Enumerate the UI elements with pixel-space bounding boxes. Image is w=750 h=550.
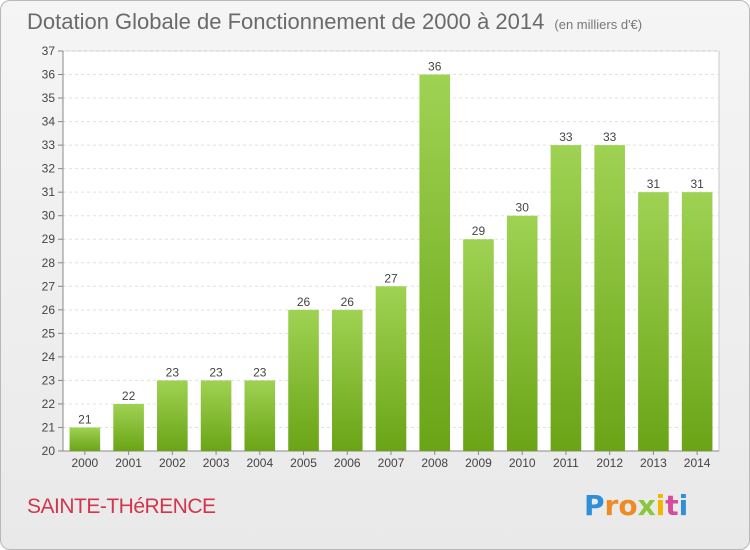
chart-subtitle: (en milliers d'€) — [554, 17, 643, 32]
y-tick-label: 27 — [42, 279, 56, 293]
y-tick-label: 28 — [42, 256, 56, 270]
x-tick-label-2003: 2003 — [203, 456, 230, 470]
x-tick-label-2006: 2006 — [334, 456, 361, 470]
value-label-2004: 23 — [253, 365, 267, 379]
value-label-2003: 23 — [209, 365, 223, 379]
x-tick-label-2012: 2012 — [596, 456, 623, 470]
value-label-2012: 33 — [603, 130, 617, 144]
value-label-2006: 26 — [341, 295, 355, 309]
y-tick-label: 34 — [42, 115, 56, 129]
logo-letter: t — [665, 489, 679, 522]
bar-2008 — [419, 74, 451, 451]
value-label-2002: 23 — [166, 365, 180, 379]
bar-2004 — [244, 380, 276, 451]
value-label-2009: 29 — [472, 224, 486, 238]
value-label-2014: 31 — [690, 177, 704, 191]
logo-letter: o — [618, 489, 638, 522]
value-label-2000: 21 — [78, 412, 92, 426]
bar-2005 — [288, 309, 319, 451]
y-tick-label: 26 — [42, 303, 56, 317]
bar-2012 — [594, 145, 625, 451]
x-tick-label-2010: 2010 — [509, 456, 536, 470]
x-tick-label-2004: 2004 — [246, 456, 273, 470]
y-tick-label: 21 — [42, 420, 56, 434]
y-tick-label: 30 — [42, 209, 56, 223]
value-label-2005: 26 — [297, 295, 311, 309]
bar-2013 — [638, 192, 669, 452]
y-tick-label: 23 — [42, 373, 56, 387]
y-tick-label: 22 — [42, 397, 56, 411]
x-tick-label-2001: 2001 — [115, 456, 142, 470]
logo-letter: P — [584, 489, 605, 522]
chart-title: Dotation Globale de Fonctionnement de 20… — [27, 9, 642, 35]
bar-2001 — [113, 403, 144, 451]
y-tick-label: 32 — [42, 162, 56, 176]
bar-2010 — [506, 215, 538, 451]
y-tick-label: 29 — [42, 232, 56, 246]
x-tick-label-2009: 2009 — [465, 456, 492, 470]
y-tick-label: 36 — [42, 68, 56, 82]
value-label-2010: 30 — [516, 201, 530, 215]
bar-2006 — [331, 309, 363, 451]
x-tick-label-2014: 2014 — [684, 456, 711, 470]
value-label-2013: 31 — [647, 177, 661, 191]
value-label-2011: 33 — [559, 130, 573, 144]
y-tick-label: 24 — [42, 350, 56, 364]
value-label-2008: 36 — [428, 60, 442, 74]
bar-2009 — [463, 239, 494, 451]
y-tick-label: 37 — [42, 44, 56, 58]
logo-letter: i — [655, 489, 666, 522]
x-tick-label-2007: 2007 — [378, 456, 405, 470]
y-tick-label: 33 — [42, 138, 56, 152]
x-tick-label-2013: 2013 — [640, 456, 667, 470]
bar-2003 — [200, 380, 232, 451]
y-tick-label: 25 — [42, 326, 56, 340]
value-label-2007: 27 — [384, 271, 398, 285]
x-tick-label-2005: 2005 — [290, 456, 317, 470]
logo-letter: i — [678, 489, 689, 522]
y-tick-label: 35 — [42, 91, 56, 105]
bar-2014 — [681, 192, 713, 452]
chart-title-text: Dotation Globale de Fonctionnement de 20… — [27, 9, 545, 34]
value-label-2001: 22 — [122, 389, 136, 403]
x-tick-label-2002: 2002 — [159, 456, 186, 470]
bar-2002 — [157, 380, 188, 451]
proxiti-logo: Proxiti — [584, 489, 688, 522]
bar-2007 — [375, 286, 407, 451]
x-tick-label-2000: 2000 — [72, 456, 99, 470]
bar-2000 — [69, 427, 101, 451]
logo-letter: r — [604, 489, 619, 522]
town-name: SAINTE-THéRENCE — [27, 495, 216, 518]
y-tick-label: 31 — [42, 185, 56, 199]
y-tick-label: 20 — [42, 444, 56, 458]
logo-letter: x — [637, 489, 656, 522]
x-tick-label-2008: 2008 — [421, 456, 448, 470]
bar-2011 — [550, 145, 582, 451]
x-tick-label-2011: 2011 — [553, 456, 579, 470]
